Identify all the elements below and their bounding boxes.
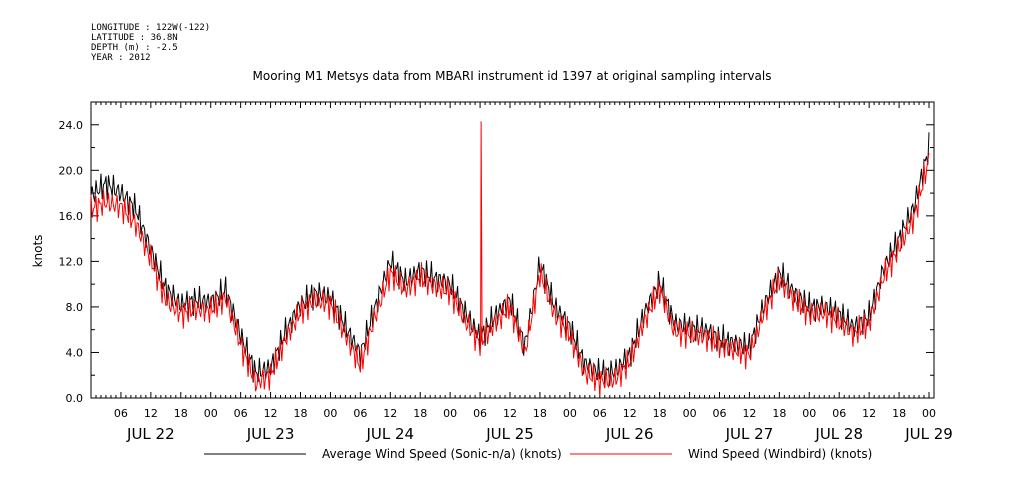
x-tick-labels: 06 12 18 00 06 12 18 00 06 12 18 00 06 12 18 00 06 12 18 00… [114,407,936,420]
year-text: YEAR : 2012 [91,53,151,63]
day-label: JUL 27 [725,425,774,443]
x-tick-label: 00 [802,407,816,420]
x-tick-label: 00 [204,407,218,420]
x-tick-label: 18 [533,407,547,420]
y-tick-labels: 0.0 4.0 8.0 12.0 16.0 20.0 24.0 [59,119,84,405]
day-labels: JUL 22 JUL 23 JUL 24 JUL 25 JUL 26 JUL 27 JUL … [126,425,953,443]
y-tick-label: 4.0 [66,346,84,359]
y-tick-label: 8.0 [66,301,84,314]
latitude-text: LATITUDE : 36.8N [91,33,178,43]
y-axis-label: knots [31,235,45,268]
x-tick-label: 18 [413,407,427,420]
y-tick-label: 24.0 [59,119,84,132]
y-tick-label: 20.0 [59,164,84,177]
legend-label-average: Average Wind Speed (Sonic-n/a) (knots) [322,447,562,461]
metadata-block: LONGITUDE : 122W(-122) LATITUDE : 36.8N … [91,23,210,63]
day-label: JUL 29 [904,425,953,443]
series-line [90,132,930,388]
x-tick-label: 00 [922,407,936,420]
x-tick-label: 12 [264,407,278,420]
depth-text: DEPTH (m) : -2.5 [91,43,178,53]
plot-frame [90,101,935,399]
legend-label-windbird: Wind Speed (Windbird) (knots) [688,447,872,461]
x-tick-label: 18 [653,407,667,420]
x-tick-label: 18 [892,407,906,420]
x-tick-label: 18 [772,407,786,420]
series-line [90,152,930,397]
windbird-spike [480,121,483,343]
x-tick-label: 06 [114,407,128,420]
x-tick-label: 00 [443,407,457,420]
day-label: JUL 24 [365,425,414,443]
x-tick-label: 06 [473,407,487,420]
y-tick-label: 12.0 [59,255,84,268]
x-tick-label: 12 [383,407,397,420]
x-tick-label: 12 [503,407,517,420]
day-label: JUL 22 [126,425,175,443]
y-tick-label: 16.0 [59,210,84,223]
x-tick-label: 00 [563,407,577,420]
x-tick-label: 00 [323,407,337,420]
axis-ticks [90,101,935,399]
legend: Average Wind Speed (Sonic-n/a) (knots) W… [204,447,872,461]
series-lines [90,121,930,397]
x-tick-label: 06 [713,407,727,420]
x-tick-label: 12 [742,407,756,420]
chart-title: Mooring M1 Metsys data from MBARI instru… [253,69,772,83]
day-label: JUL 26 [605,425,654,443]
day-label: JUL 28 [814,425,863,443]
x-tick-label: 12 [144,407,158,420]
day-label: JUL 25 [485,425,534,443]
x-tick-label: 06 [832,407,846,420]
x-tick-label: 06 [234,407,248,420]
y-tick-label: 0.0 [66,392,84,405]
x-tick-label: 12 [862,407,876,420]
x-tick-label: 06 [593,407,607,420]
longitude-text: LONGITUDE : 122W(-122) [91,23,210,33]
x-tick-label: 18 [294,407,308,420]
x-tick-label: 06 [353,407,367,420]
x-tick-label: 18 [174,407,188,420]
x-tick-label: 12 [623,407,637,420]
x-tick-label: 00 [683,407,697,420]
day-label: JUL 23 [246,425,295,443]
